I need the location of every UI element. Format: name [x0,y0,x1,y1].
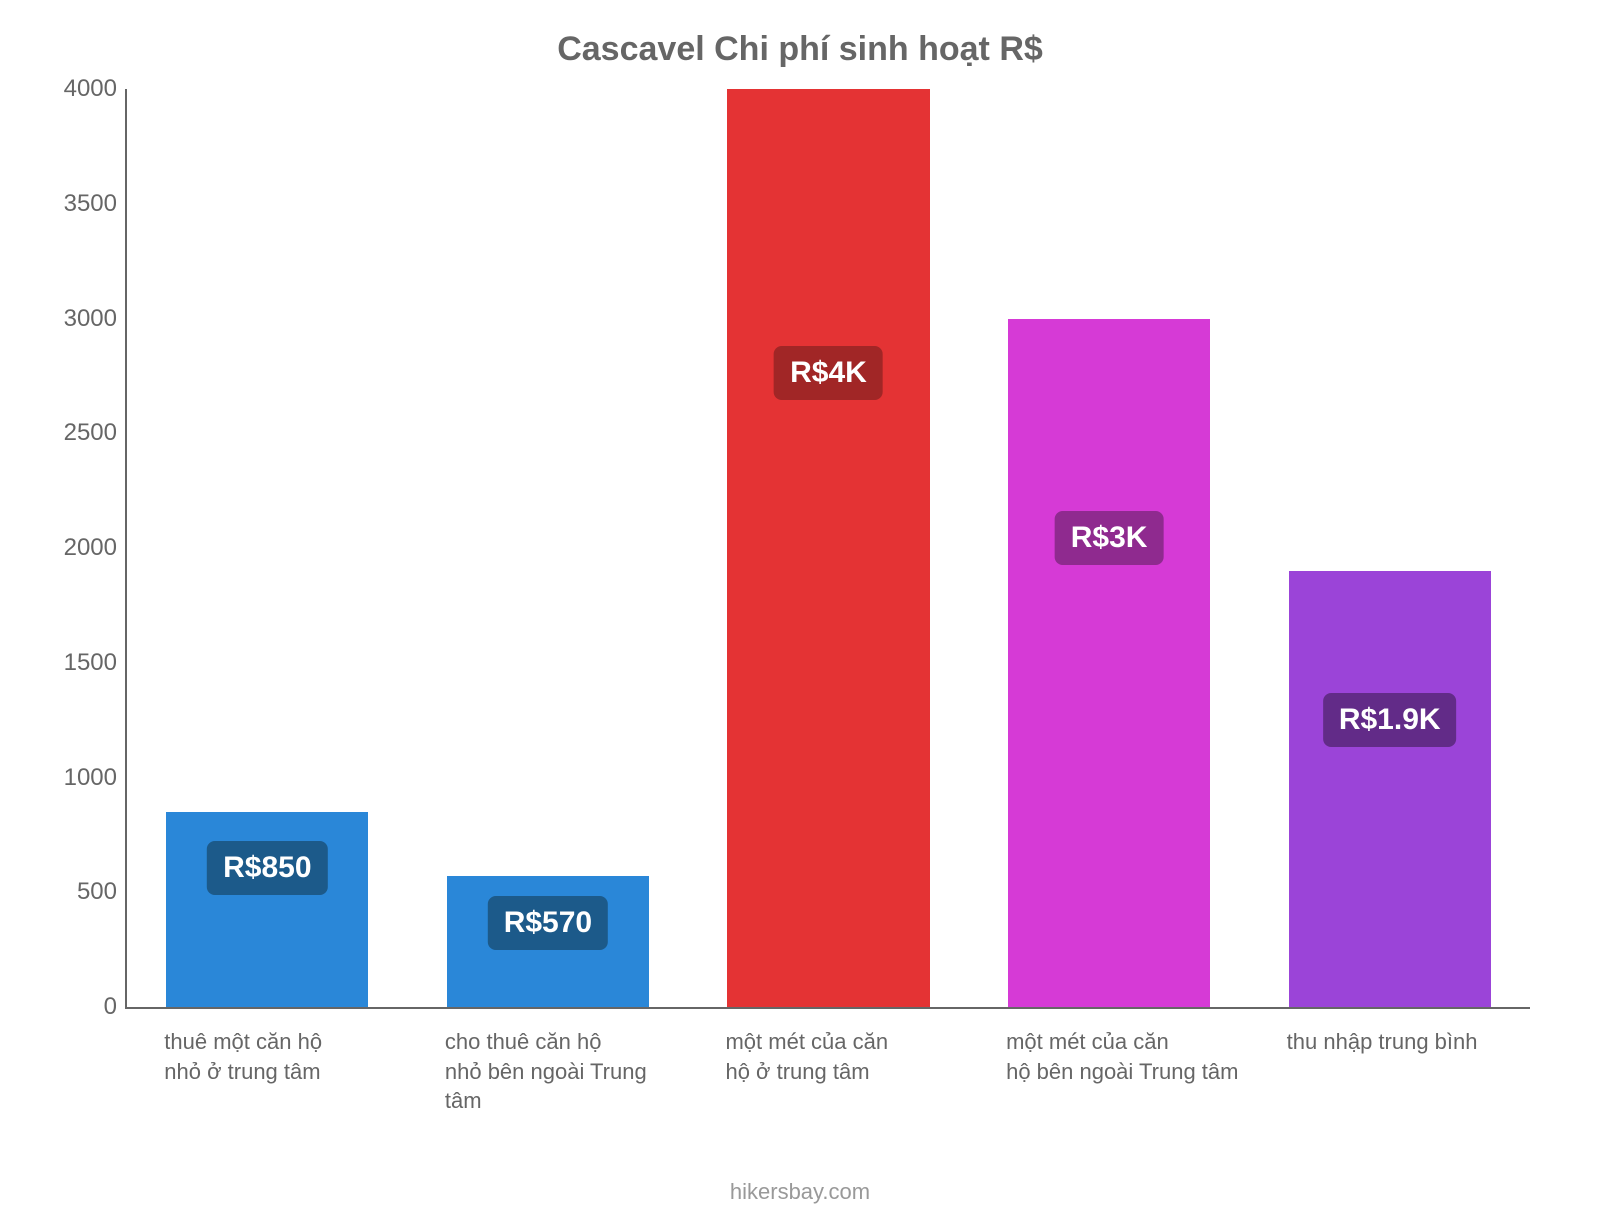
y-tick-label: 0 [42,993,117,1021]
x-tick-label-line: nhỏ bên ngoài Trung tâm [445,1057,687,1116]
x-tick-label: thu nhập trung bình [1287,1027,1529,1057]
bar-value-badge: R$850 [207,841,327,895]
bar: R$850 [166,812,368,1007]
x-tick-label: cho thuê căn hộnhỏ bên ngoài Trung tâm [445,1027,687,1116]
x-axis-labels: thuê một căn hộnhỏ ở trung tâm cho thuê c… [125,1009,1530,1129]
y-tick-label: 2500 [42,419,117,447]
y-tick-label: 4000 [42,75,117,103]
bar: R$3K [1008,319,1210,1008]
y-tick-label: 3000 [42,305,117,333]
bar: R$570 [447,876,649,1007]
x-tick-label-line: thuê một căn hộ [164,1027,406,1057]
bar-value-badge: R$3K [1055,511,1164,565]
y-tick-label: 1500 [42,649,117,677]
x-tick-label-line: cho thuê căn hộ [445,1027,687,1057]
y-tick-label: 500 [42,878,117,906]
x-tick-label-line: hộ ở trung tâm [725,1057,967,1087]
x-tick-label: thuê một căn hộnhỏ ở trung tâm [164,1027,406,1086]
plot-area: 05001000150020002500300035004000R$850R$5… [125,89,1530,1009]
x-tick-label: một mét của cănhộ ở trung tâm [725,1027,967,1086]
x-tick-label-line: nhỏ ở trung tâm [164,1057,406,1087]
bar: R$1.9K [1289,571,1491,1007]
chart-title: Cascavel Chi phí sinh hoạt R$ [40,30,1560,69]
bar-value-badge: R$570 [488,896,608,950]
x-tick-label-line: một mét của căn [725,1027,967,1057]
y-tick-label: 2000 [42,534,117,562]
chart-container: Cascavel Chi phí sinh hoạt R$ 0500100015… [0,0,1600,1200]
x-tick-label-line: hộ bên ngoài Trung tâm [1006,1057,1248,1087]
y-tick-label: 1000 [42,764,117,792]
x-tick-label: một mét của cănhộ bên ngoài Trung tâm [1006,1027,1248,1086]
y-tick-label: 3500 [42,190,117,218]
bar: R$4K [727,89,929,1007]
bar-value-badge: R$4K [774,346,883,400]
attribution-text: hikersbay.com [40,1179,1560,1205]
bar-value-badge: R$1.9K [1323,693,1457,747]
x-tick-label-line: thu nhập trung bình [1287,1027,1529,1057]
x-tick-label-line: một mét của căn [1006,1027,1248,1057]
